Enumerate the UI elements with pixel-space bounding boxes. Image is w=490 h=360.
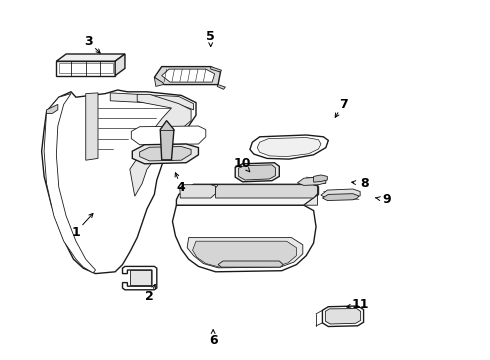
Text: 1: 1: [72, 226, 80, 239]
Text: 6: 6: [209, 334, 218, 347]
Polygon shape: [86, 93, 98, 160]
Polygon shape: [154, 77, 163, 86]
Polygon shape: [322, 306, 364, 327]
Polygon shape: [257, 138, 321, 157]
Polygon shape: [250, 135, 328, 159]
Polygon shape: [235, 163, 279, 182]
Polygon shape: [115, 54, 125, 76]
Polygon shape: [239, 165, 275, 180]
Text: 10: 10: [234, 157, 251, 170]
Polygon shape: [59, 63, 113, 73]
Polygon shape: [130, 270, 151, 285]
Text: 2: 2: [145, 291, 154, 303]
Polygon shape: [325, 309, 361, 324]
Polygon shape: [130, 94, 191, 196]
Polygon shape: [160, 121, 174, 160]
Polygon shape: [131, 126, 206, 145]
Polygon shape: [122, 266, 157, 290]
Polygon shape: [162, 69, 215, 82]
Polygon shape: [217, 85, 225, 89]
Polygon shape: [304, 184, 318, 205]
Polygon shape: [322, 194, 359, 201]
Text: 5: 5: [206, 30, 215, 42]
Polygon shape: [42, 90, 196, 274]
Polygon shape: [44, 94, 96, 273]
Text: 8: 8: [361, 177, 369, 190]
Polygon shape: [193, 241, 296, 267]
Polygon shape: [56, 54, 125, 61]
Polygon shape: [140, 147, 191, 161]
Polygon shape: [218, 261, 283, 267]
Text: 7: 7: [339, 98, 347, 111]
Text: 11: 11: [351, 298, 369, 311]
Polygon shape: [132, 144, 198, 164]
Polygon shape: [187, 238, 303, 268]
Polygon shape: [216, 185, 318, 198]
Polygon shape: [297, 177, 326, 185]
Text: 3: 3: [84, 35, 93, 48]
Text: 9: 9: [383, 193, 392, 206]
Polygon shape: [47, 104, 58, 113]
Polygon shape: [180, 185, 216, 198]
Polygon shape: [211, 67, 221, 72]
Polygon shape: [56, 61, 115, 76]
Polygon shape: [172, 205, 316, 272]
Polygon shape: [314, 175, 327, 182]
Polygon shape: [110, 93, 194, 110]
Text: 4: 4: [177, 181, 186, 194]
Polygon shape: [321, 189, 360, 199]
Polygon shape: [154, 67, 220, 85]
Polygon shape: [176, 184, 318, 205]
